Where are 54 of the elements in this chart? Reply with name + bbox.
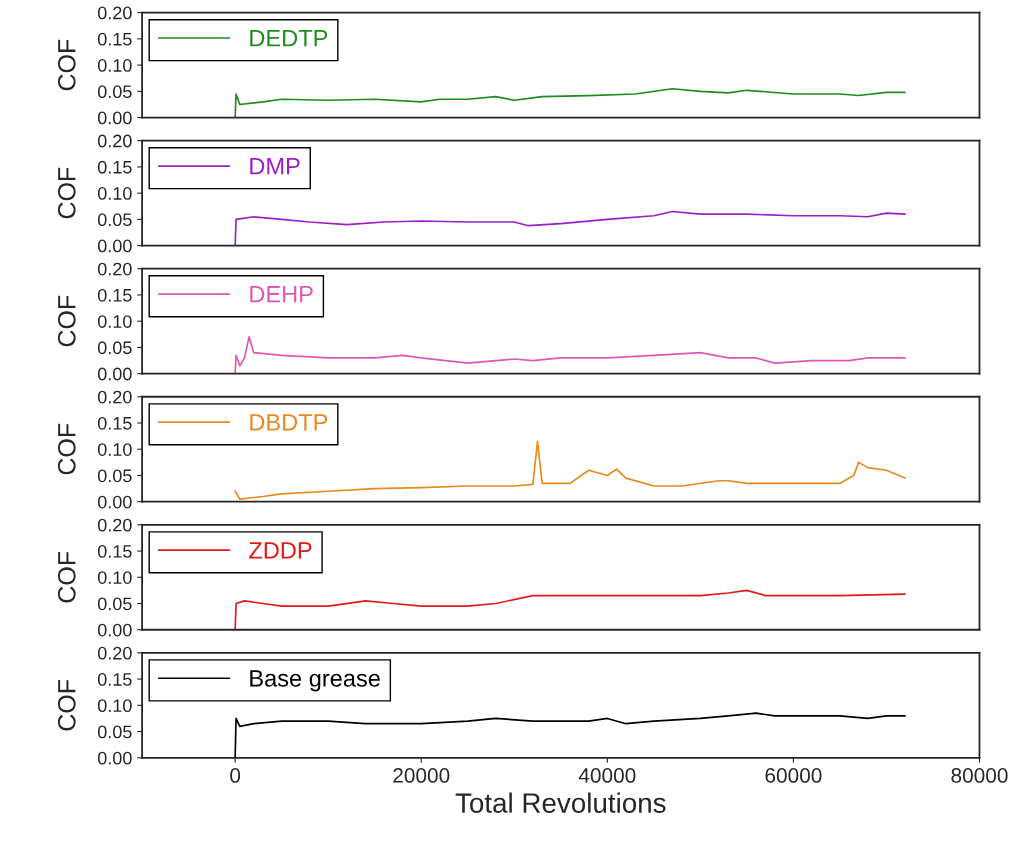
x-tick-label: 40000 [578, 768, 636, 783]
y-tick-label: 0.20 [97, 6, 132, 20]
legend-label: ZDDP [249, 542, 312, 559]
line-series [234, 440, 906, 500]
y-tick-label: 0.05 [97, 597, 132, 611]
x-tick-label: 80000 [951, 768, 1008, 783]
y-axis-title: COF [57, 39, 76, 91]
y-tick-label: 0.00 [97, 111, 132, 125]
y-tick-label: 0.20 [97, 262, 132, 276]
legend-label: DMP [250, 158, 300, 175]
x-tick-label: 20000 [393, 768, 450, 783]
y-tick-label: 0.15 [97, 160, 132, 174]
line-series [234, 210, 906, 246]
y-tick-label: 0.00 [97, 367, 132, 381]
x-axis-title: Total Revolutions [455, 792, 666, 813]
legend-label: DEDTP [250, 30, 328, 47]
y-axis-title: COF [57, 295, 76, 347]
y-tick-label: 0.20 [97, 518, 132, 532]
x-tick-label: 0 [230, 768, 241, 783]
y-tick-label: 0.05 [97, 85, 132, 99]
y-tick-label: 0.15 [97, 673, 132, 686]
x-tick-label: 60000 [765, 768, 822, 783]
line-series [234, 712, 906, 758]
y-tick-label: 0.00 [97, 495, 132, 509]
y-tick-label: 0.10 [97, 571, 132, 584]
y-tick-label: 0.15 [97, 544, 132, 558]
y-axis-title: COF [57, 551, 76, 603]
line-series [234, 589, 906, 630]
y-tick-label: 0.20 [97, 390, 132, 404]
line-series [234, 87, 906, 118]
y-tick-label: 0.15 [97, 288, 132, 302]
y-tick-label: 0.10 [97, 59, 132, 72]
y-tick-label: 0.20 [97, 646, 132, 660]
y-tick-label: 0.15 [97, 416, 132, 430]
y-tick-label: 0.05 [97, 341, 132, 355]
y-tick-label: 0.00 [97, 623, 132, 637]
line-series [234, 336, 906, 374]
y-tick-label: 0.05 [97, 469, 132, 483]
legend-label: DBDTP [250, 414, 328, 431]
y-tick-label: 0.15 [97, 32, 132, 46]
y-axis-title: COF [57, 167, 76, 219]
y-tick-label: 0.00 [97, 239, 132, 253]
y-tick-label: 0.05 [97, 213, 132, 227]
y-tick-label: 0.10 [97, 315, 132, 328]
y-tick-label: 0.05 [97, 725, 132, 739]
y-tick-label: 0.10 [97, 443, 132, 456]
legend-label: Base grease [250, 670, 380, 692]
y-tick-label: 0.20 [97, 134, 132, 148]
y-tick-label: 0.10 [97, 699, 132, 713]
y-axis-title: COF [57, 423, 76, 475]
y-tick-label: 0.10 [97, 187, 132, 200]
y-axis-title: COF [57, 679, 76, 731]
legend-label: DEHP [250, 286, 313, 303]
y-tick-label: 0.00 [97, 751, 132, 765]
